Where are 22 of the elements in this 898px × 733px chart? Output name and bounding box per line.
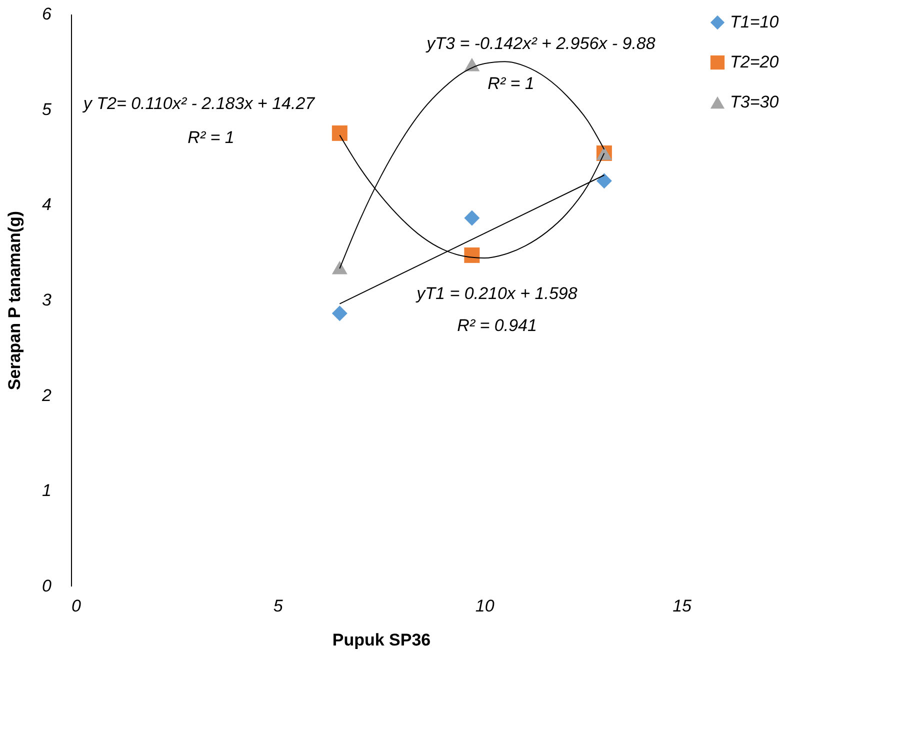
y-tick-label: 0 [42,576,52,596]
y-tick-label: 6 [42,4,52,24]
y-tick-label: 4 [42,195,52,214]
x-tick-label: 10 [475,596,495,616]
annotation: y T2= 0.110x² - 2.183x + 14.27 [82,94,316,113]
x-tick-label: 5 [273,596,284,616]
legend-label: T2=20 [730,52,780,72]
annotation: R² = 1 [188,128,234,147]
annotation: R² = 1 [488,74,534,93]
annotation: R² = 0.941 [457,316,537,335]
annotation: yT1 = 0.210x + 1.598 [416,284,578,303]
y-tick-label: 5 [42,100,52,119]
annotation: yT3 = -0.142x² + 2.956x - 9.88 [426,34,656,53]
x-tick-label: 15 [672,596,692,616]
y-tick-label: 1 [42,481,52,500]
y-tick-label: 3 [42,290,52,310]
x-axis-title: Pupuk SP36 [332,630,431,650]
legend-label: T3=30 [730,92,780,112]
y-tick-label: 2 [41,386,52,405]
x-tick-label: 0 [72,596,82,616]
legend-label: T1=10 [730,12,780,32]
y-axis-title: Serapan P tanaman(g) [5,210,24,390]
